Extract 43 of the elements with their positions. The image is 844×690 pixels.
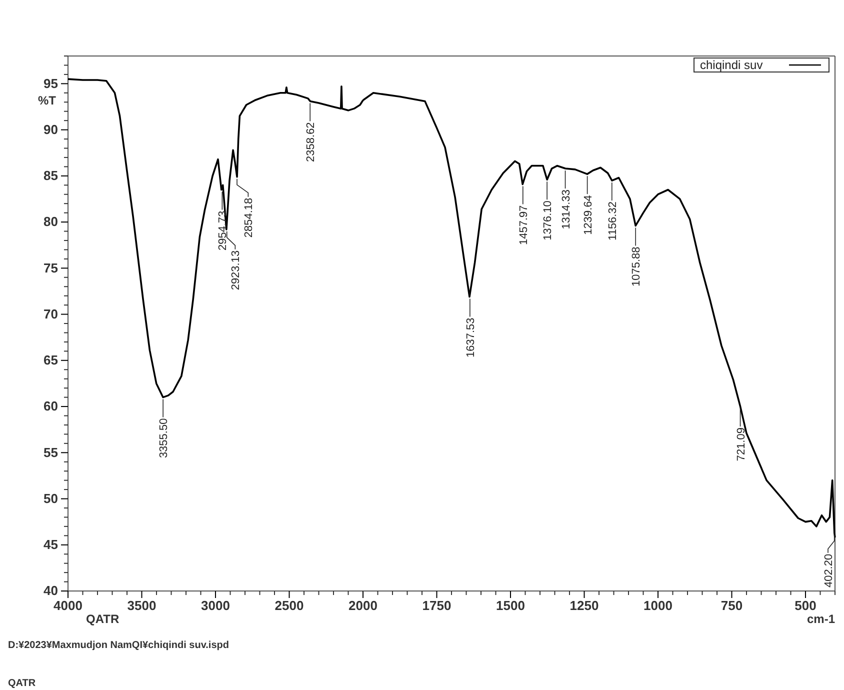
x-tick-label: 3000 (201, 598, 230, 614)
x-tick-label: 1250 (570, 598, 599, 614)
y-tick-label: 40 (44, 583, 58, 598)
annotation: 1376.10 (542, 200, 554, 240)
annotation: 402.20 (823, 554, 835, 588)
text: D:¥2023¥Maxmudjon NamQI¥chiqindi suv.ispd (8, 640, 229, 651)
annotation: 1156.32 (606, 202, 619, 240)
annotation: 2854.18 (243, 198, 256, 238)
y-tick-label: 80 (44, 214, 58, 230)
x-axis-title: cm-1 (806, 612, 836, 626)
text: QATR (86, 612, 120, 626)
y-tick-label: 85 (44, 168, 58, 184)
y-tick-label: 50 (44, 490, 58, 506)
y-tick-label: 75 (44, 260, 58, 276)
annotation: 1314.33 (560, 190, 572, 230)
x-tick-label: 3500 (127, 598, 156, 614)
y-tick-label: 60 (44, 398, 58, 414)
annotation: 1637.53 (464, 318, 477, 358)
x-tick-label: 2500 (274, 598, 304, 614)
annotation: 3355.50 (158, 418, 170, 458)
annotation: 2954.73 (217, 210, 230, 251)
y-tick-label: 95 (44, 76, 58, 91)
y-tick-label: 70 (44, 306, 58, 322)
legend-label: chiqindi suv (700, 58, 763, 72)
annotation: 1457.97 (518, 205, 530, 245)
y-axis-title: %T (38, 94, 57, 108)
annotation: 721.09 (735, 428, 748, 462)
y-tick-label: 45 (44, 537, 58, 552)
annotation: 2923.13 (230, 250, 242, 290)
x-tick-label: 500 (794, 598, 816, 614)
x-tick-label: 1000 (644, 598, 672, 614)
annotation: 1239.64 (582, 195, 594, 235)
y-tick-label: 65 (44, 352, 58, 368)
y-tick-label: 55 (44, 444, 58, 460)
annotation: 2358.62 (305, 122, 318, 162)
y-tick-label: 90 (44, 122, 58, 137)
x-tick-label: 1750 (422, 598, 452, 614)
x-tick-label: 750 (720, 598, 743, 614)
x-tick-label: 4000 (54, 598, 82, 614)
annotation: 1075.88 (630, 246, 643, 286)
x-tick-label: 1500 (496, 598, 525, 614)
x-tick-label: 2000 (348, 598, 378, 614)
text: QATR (8, 678, 36, 689)
